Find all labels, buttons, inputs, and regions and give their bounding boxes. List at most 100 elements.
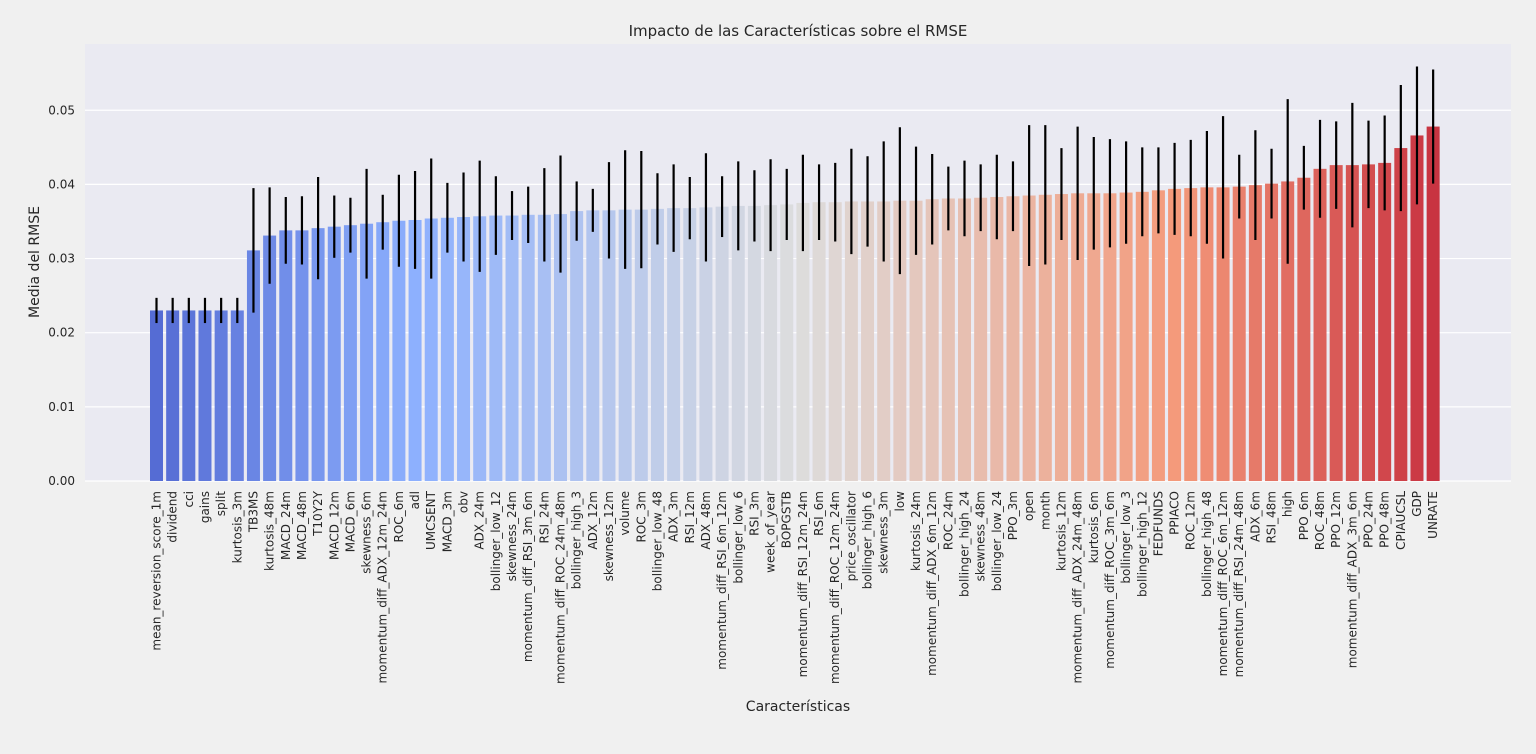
- bar: [440, 217, 454, 481]
- x-tick-label: bollinger_low_24: [990, 491, 1004, 591]
- x-tick-label: momentum_diff_ADX_24m_48m: [1071, 491, 1085, 684]
- bar: [764, 205, 778, 482]
- bar: [586, 210, 600, 482]
- x-tick-label: FEDFUNDS: [1151, 491, 1165, 556]
- bar: [1410, 135, 1424, 481]
- x-tick-label: BOPGSTB: [780, 491, 794, 548]
- bar: [1006, 196, 1020, 481]
- bar: [877, 201, 891, 481]
- x-tick-label: bollinger_high_12: [1135, 491, 1149, 597]
- bar: [505, 215, 519, 481]
- bar: [570, 211, 584, 481]
- bar: [1103, 193, 1117, 481]
- x-tick-label: price_oscillator: [844, 491, 858, 581]
- bar: [263, 235, 277, 481]
- bar: [424, 218, 438, 481]
- x-tick-label: ADX_3m: [667, 491, 681, 542]
- x-tick-label: ROC_3m: [634, 491, 648, 543]
- x-tick-label: MACD_6m: [343, 491, 357, 552]
- bar: [602, 210, 616, 482]
- bar: [457, 217, 471, 481]
- x-tick-label: bollinger_low_12: [489, 491, 503, 591]
- bar: [214, 310, 228, 481]
- bar: [408, 219, 422, 481]
- bar: [683, 208, 697, 482]
- x-tick-label: RSI_48m: [1265, 491, 1279, 543]
- x-tick-label: momentum_diff_ROC_6m_12m: [1216, 491, 1230, 676]
- x-tick-label: kurtosis_12m: [1054, 491, 1068, 571]
- bar: [1313, 168, 1327, 482]
- bar: [812, 202, 826, 482]
- bar: [974, 197, 988, 481]
- bar: [554, 214, 567, 481]
- x-tick-label: kurtosis_24m: [909, 491, 923, 571]
- bar: [634, 209, 648, 481]
- bar: [473, 216, 487, 482]
- x-tick-label: bollinger_high_24: [958, 491, 972, 597]
- x-tick-label: gains: [198, 491, 212, 523]
- x-tick-label: skewness_3m: [877, 491, 891, 574]
- x-tick-label: bollinger_high_48: [1200, 491, 1214, 597]
- bar: [925, 199, 939, 482]
- bar: [295, 230, 309, 481]
- x-tick-label: ADX_48m: [699, 491, 713, 550]
- bar: [1184, 188, 1198, 482]
- bar: [1054, 194, 1068, 482]
- x-tick-label: MACD_3m: [440, 491, 454, 552]
- bar: [893, 200, 907, 481]
- x-tick-label: MACD_48m: [295, 491, 309, 560]
- x-tick-label: momentum_diff_ROC_24m_48m: [554, 491, 568, 684]
- bar: [230, 310, 244, 481]
- x-tick-label: PPO_12m: [1329, 491, 1343, 548]
- bar: [1281, 181, 1295, 481]
- x-tick-label: adl: [408, 491, 422, 509]
- bar: [1362, 164, 1375, 481]
- y-tick-label: 0.01: [48, 400, 75, 414]
- bar: [1022, 195, 1036, 481]
- x-tick-label: UMCSENT: [424, 490, 438, 550]
- y-tick-label: 0.05: [48, 103, 75, 117]
- x-tick-label: skewness_12m: [602, 491, 616, 581]
- x-tick-label: PPO_24m: [1362, 491, 1376, 548]
- x-tick-label: bollinger_high_3: [570, 491, 584, 589]
- bar: [1038, 194, 1052, 481]
- bar: [618, 209, 632, 481]
- x-tick-label: RSI_12m: [683, 491, 697, 543]
- bar: [1119, 192, 1133, 481]
- x-tick-label: GDP: [1410, 491, 1424, 517]
- bar: [246, 250, 260, 481]
- bar: [844, 201, 858, 481]
- x-tick-label: TB3MS: [246, 491, 260, 533]
- bar: [279, 230, 293, 481]
- bar: [941, 198, 955, 481]
- y-tick-label: 0.00: [48, 474, 75, 488]
- x-tick-label: ROC_12m: [1184, 491, 1198, 550]
- bar: [667, 208, 681, 482]
- bar: [166, 310, 180, 481]
- bar: [1297, 177, 1311, 481]
- x-tick-label: ROC_24m: [941, 491, 955, 550]
- bar: [327, 226, 341, 481]
- bar: [182, 310, 196, 481]
- bar: [521, 214, 535, 481]
- bar: [1087, 193, 1101, 481]
- bar: [1378, 162, 1392, 482]
- x-tick-label: MACD_24m: [279, 491, 293, 560]
- bar: [1426, 126, 1440, 482]
- bar: [780, 204, 794, 481]
- x-tick-label: kurtosis_6m: [1087, 491, 1101, 563]
- bar: [747, 205, 761, 481]
- x-tick-label: ADX_24m: [473, 491, 487, 550]
- bar: [828, 202, 842, 482]
- y-axis-label: Media del RMSE: [27, 206, 43, 318]
- bar: [537, 214, 551, 481]
- bar: [909, 200, 923, 481]
- x-tick-label: momentum_diff_RSI_12m_24m: [796, 491, 810, 677]
- x-tick-label: RSI_3m: [747, 491, 761, 536]
- x-tick-label: momentum_diff_ADX_3m_6m: [1345, 491, 1359, 668]
- x-tick-label: skewness_48m: [974, 491, 988, 581]
- x-tick-label: split: [214, 491, 228, 517]
- x-tick-label: momentum_diff_RSI_3m_6m: [521, 491, 535, 662]
